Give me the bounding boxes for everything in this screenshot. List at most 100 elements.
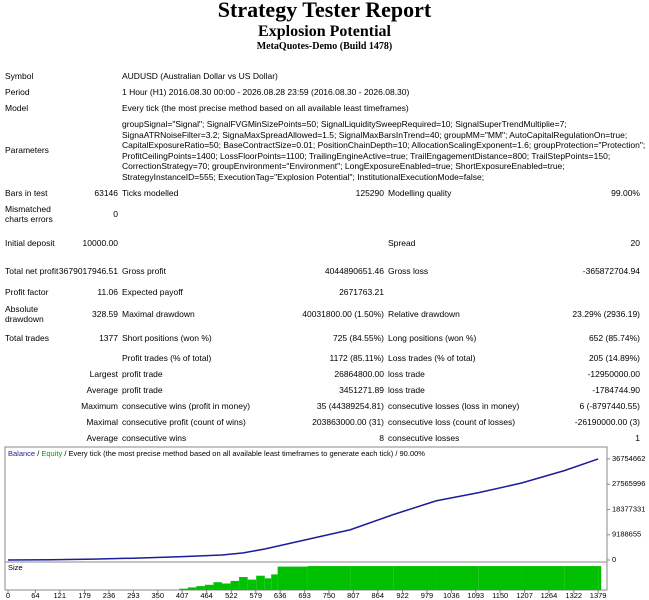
cell: 6 (-8797440.55): [579, 401, 641, 411]
cell: profit trade: [122, 385, 163, 395]
cell: -1784744.90: [592, 385, 640, 395]
row-label: Symbol: [5, 71, 34, 81]
parameters: groupSignal="Signal"; SignalFVGMinSizePo…: [122, 116, 647, 184]
x-tick-label: 636: [274, 591, 287, 600]
cell: 63146: [94, 188, 118, 198]
cell: consecutive wins: [122, 433, 187, 443]
report-row: Total net profit 3679017946.51 Gross profi…: [0, 260, 649, 282]
cell: 20: [630, 238, 640, 248]
parameter-line: CorrectionStrategy=70; groupEnvironment=…: [122, 161, 565, 171]
cell: consecutive losses: [388, 433, 460, 443]
cell: 725 (84.55%): [332, 333, 384, 343]
strategy-name: Explosion Potential: [258, 23, 391, 40]
cell: Spread: [388, 238, 416, 248]
size-bar: [350, 566, 394, 590]
cell: Long positions (won %): [388, 333, 477, 343]
cell: Relative drawdown: [388, 309, 460, 319]
cell: 99.00%: [611, 188, 640, 198]
size-bar: [213, 582, 222, 590]
x-tick-label: 0: [6, 591, 10, 600]
cell: Absolute drawdown: [5, 304, 44, 324]
cell: Initial deposit: [5, 238, 55, 248]
y-tick-label: 9188655: [612, 530, 641, 539]
size-bar: [230, 580, 240, 590]
report-row: Maximum consecutive wins (profit in money…: [0, 398, 649, 414]
balance-line: [7, 458, 599, 561]
cell: Profit trades (% of total): [122, 353, 212, 363]
y-tick-label: 0: [612, 555, 616, 564]
cell: 328.59: [92, 309, 118, 319]
x-tick-label: 236: [103, 591, 116, 600]
parameter-line: SignaATRNoiseFilter=3.2; SignaMaxSpreadA…: [122, 129, 628, 140]
cell: 35 (44389254.81): [316, 401, 384, 411]
report-title: Strategy Tester Report: [217, 0, 432, 22]
x-tick-label: 807: [347, 591, 360, 600]
cell: profit trade: [122, 369, 163, 379]
y-tick-label: 27565996: [612, 479, 645, 488]
report-row: Symbol AUDUSD (Australian Dollar vs US Do…: [0, 68, 649, 84]
size-bar: [247, 579, 257, 590]
x-tick-label: 750: [323, 591, 336, 600]
cell: 8: [379, 433, 384, 443]
report-row: Profit trades (% of total) 1172 (85.11%) L…: [0, 350, 649, 366]
parameter-line: groupSignal="Signal"; SignalFVGMinSizePo…: [122, 119, 567, 129]
report-row: Profit factor 11.06 Expected payoff 2671763…: [0, 282, 649, 302]
x-tick-label: 1150: [492, 591, 508, 600]
cell: 3679017946.51: [58, 266, 118, 276]
cell: Largest: [89, 369, 118, 379]
size-bar: [564, 566, 599, 590]
cell: Modelling quality: [388, 188, 452, 198]
report-row: Largest profit trade 26864800.00 loss trade…: [0, 366, 649, 382]
cell: Total trades: [5, 333, 49, 343]
row-label: Model: [5, 103, 29, 113]
size-bar: [478, 566, 522, 590]
model-caption: Every tick (the most precise method base…: [69, 449, 394, 458]
legend-equity: Equity: [41, 449, 62, 458]
cell: Gross profit: [122, 266, 166, 276]
report-table: Symbol AUDUSD (Australian Dollar vs US Do…: [0, 68, 649, 446]
size-bar: [204, 584, 214, 590]
size-bar: [393, 566, 436, 590]
report-row: Average consecutive wins 8 consecutive loss…: [0, 430, 649, 446]
cell: Gross loss: [388, 266, 429, 276]
size-bar: [221, 583, 231, 590]
row-label: Period: [5, 87, 30, 97]
size-bar: [239, 577, 248, 590]
chart-caption: Balance / Equity / Every tick (the most …: [8, 449, 425, 458]
size-label: Size: [8, 563, 23, 572]
cell: 40031800.00 (1.50%): [302, 309, 384, 319]
cell: Bars in test: [5, 188, 48, 198]
x-tick-label: 1322: [565, 591, 582, 600]
report-row: Total trades 1377 Short positions (won %) 7…: [0, 326, 649, 350]
cell: consecutive profit (count of wins): [122, 417, 246, 427]
x-tick-label: 1207: [516, 591, 533, 600]
size-bar: [256, 575, 265, 590]
size-bar: [521, 566, 565, 590]
parameter-line: StrategyInstanceID=555; ExecutionTag="Ex…: [122, 171, 485, 182]
size-bar: [277, 566, 308, 590]
report-row: Initial deposit 10000.00 Spread 20: [0, 226, 649, 260]
cell: 1377: [99, 333, 118, 343]
y-tick-label: 18377331: [612, 504, 645, 513]
row-value: AUDUSD (Australian Dollar vs US Dollar): [122, 71, 278, 81]
cell: Profit factor: [5, 287, 49, 297]
x-tick-label: 407: [176, 591, 189, 600]
cell: 3451271.89: [339, 385, 384, 395]
cell: 11.06: [97, 287, 118, 297]
cell: Average: [86, 433, 118, 443]
report-row: Average profit trade 3451271.89 loss trade -…: [0, 382, 649, 398]
server-build: MetaQuotes-Demo (Build 1478): [256, 41, 393, 52]
cell: Mismatched charts errors: [5, 204, 53, 224]
cell: 205 (14.89%): [588, 353, 640, 363]
cell: 2671763.21: [339, 287, 384, 297]
cell: 652 (85.74%): [588, 333, 640, 343]
cell: Short positions (won %): [122, 333, 212, 343]
x-tick-label: 464: [200, 591, 213, 600]
cell: 0: [113, 209, 118, 219]
cell: Average: [86, 385, 118, 395]
x-tick-label: 1036: [443, 591, 460, 600]
size-bar: [271, 574, 278, 590]
size-bar: [264, 578, 272, 590]
